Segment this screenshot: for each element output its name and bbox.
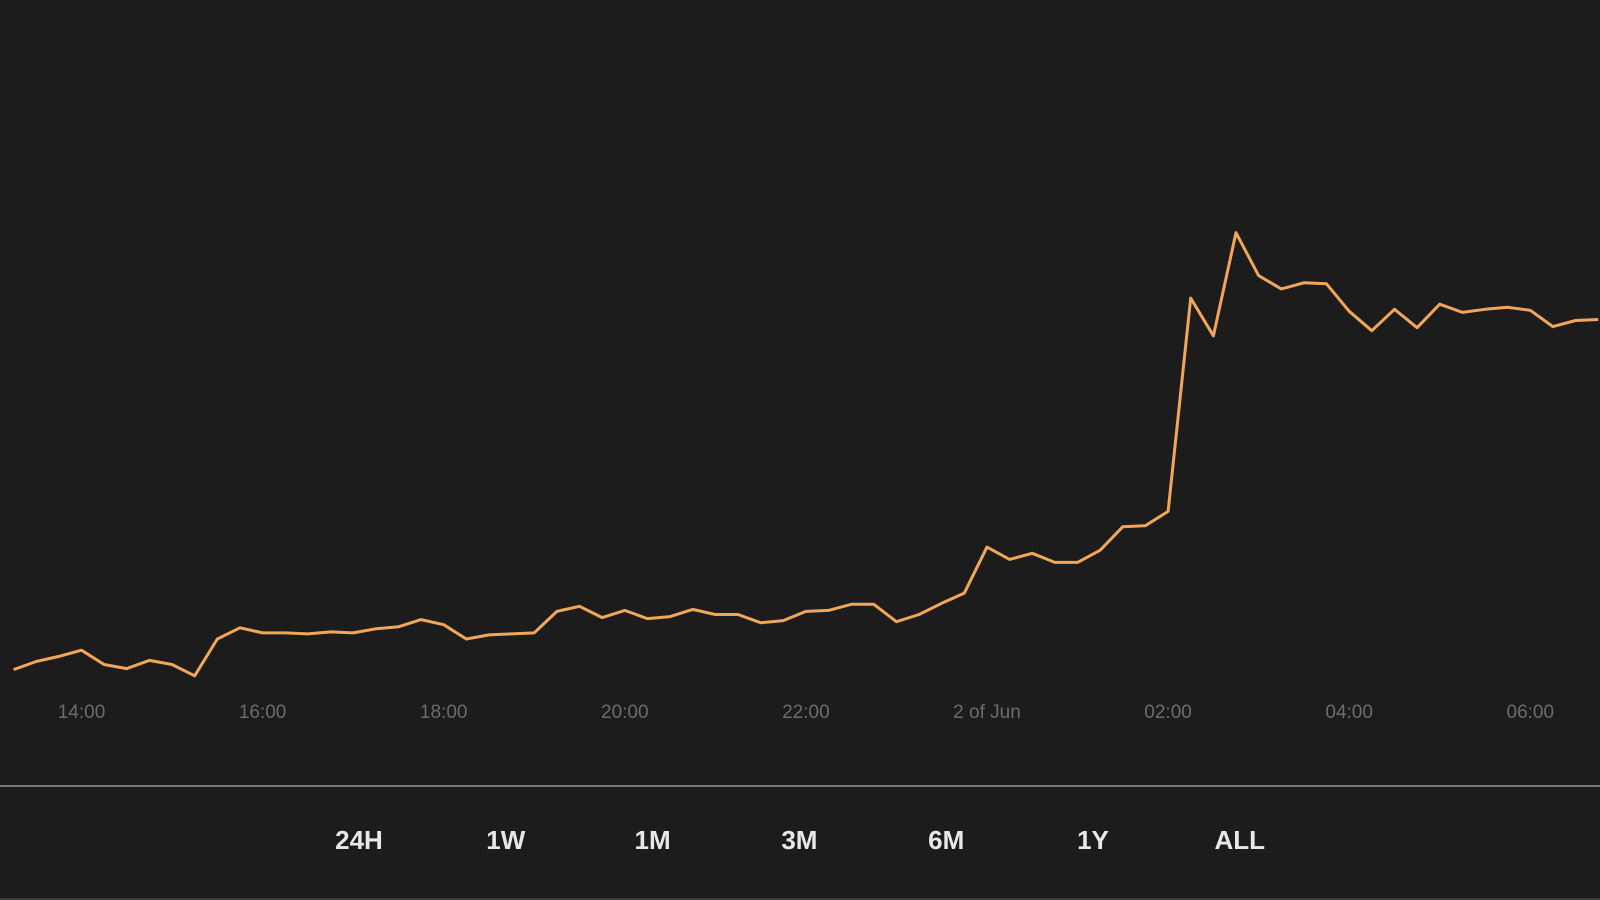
x-tick-label: 16:00 [239,702,287,723]
range-button[interactable]: ALL [1215,825,1266,855]
x-tick-label: 06:00 [1507,702,1555,723]
x-tick-label: 18:00 [420,702,468,723]
range-button[interactable]: 1W [486,825,525,855]
range-button[interactable]: 6M [928,825,964,855]
range-button[interactable]: 24H [335,825,383,855]
x-tick-label: 22:00 [782,702,830,723]
range-button[interactable]: 3M [781,825,817,855]
x-tick-label: 04:00 [1325,702,1373,723]
x-tick-label: 20:00 [601,702,649,723]
x-tick-label: 02:00 [1144,702,1192,723]
range-button[interactable]: 1Y [1077,825,1109,855]
x-tick-label: 14:00 [58,702,106,723]
price-line [13,231,1599,678]
x-tick-label: 2 of Jun [953,702,1021,723]
range-button[interactable]: 1M [635,825,671,855]
